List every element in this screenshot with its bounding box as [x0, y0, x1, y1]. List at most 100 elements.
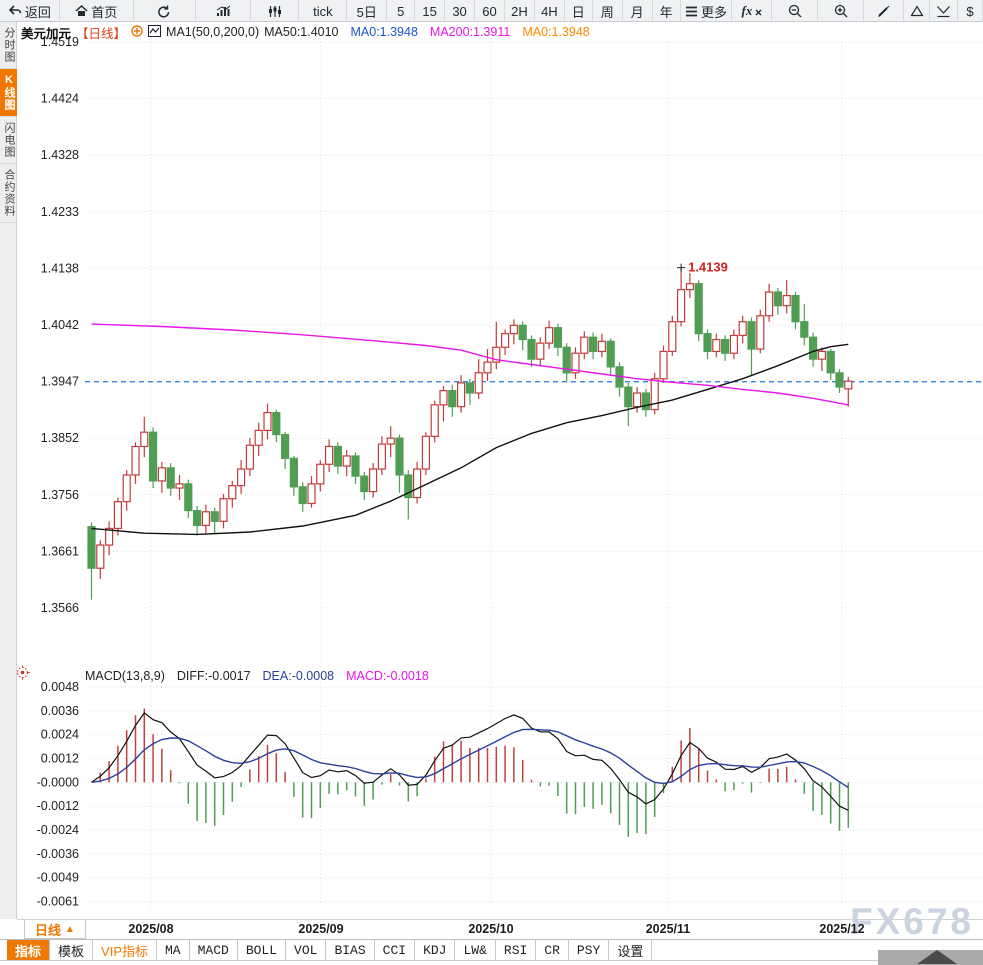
- toolbar-5d-label: 5日: [356, 4, 377, 20]
- zoom-out-icon: [788, 4, 802, 18]
- macd-tick-label: -0.0024: [37, 823, 79, 837]
- toolbar-day-label: 日: [571, 4, 585, 20]
- toolbar-formula-button[interactable]: fx: [732, 0, 773, 22]
- indicator-tab-CR[interactable]: CR: [536, 940, 569, 960]
- toolbar-h4-button[interactable]: 4H: [535, 0, 565, 22]
- toolbar-shape-down-button[interactable]: [930, 0, 959, 22]
- toolbar-month-button[interactable]: 月: [623, 0, 653, 22]
- indicator-tab-指标[interactable]: 指标: [7, 940, 51, 960]
- x-axis-label: 2025/12: [819, 922, 865, 936]
- toolbar-more-label: 更多: [701, 4, 728, 20]
- toolbar-more-button[interactable]: 更多: [681, 0, 733, 22]
- chart-type-sidebar: 分时图 K线图 闪电图 合约资料: [0, 22, 17, 919]
- toolbar-m5-label: 5: [397, 3, 405, 19]
- ma-settings: MA1(50,0,200,0): [166, 25, 260, 39]
- toolbar-candle-chart-button[interactable]: [251, 0, 300, 22]
- toolbar-h2-label: 2H: [511, 3, 528, 19]
- toolbar-m60-button[interactable]: 60: [475, 0, 505, 22]
- toolbar-draw-button[interactable]: [864, 0, 905, 22]
- indicator-tab-MA[interactable]: MA: [157, 940, 190, 960]
- macd-tick-label: 0.0048: [41, 680, 79, 694]
- sidebar-tab-K线图[interactable]: K线图: [0, 69, 17, 117]
- indicator-tab-BIAS[interactable]: BIAS: [326, 940, 375, 960]
- toolbar-indicator-chart-button[interactable]: [196, 0, 252, 22]
- toolbar-tick-button[interactable]: tick: [299, 0, 348, 22]
- home-icon: [75, 5, 88, 17]
- toolbar-day-button[interactable]: 日: [565, 0, 593, 22]
- indicator-tab-RSI[interactable]: RSI: [496, 940, 537, 960]
- ma-value-3: MA0:1.3948: [522, 25, 590, 39]
- sidebar-tab-合约资料[interactable]: 合约资料: [0, 164, 17, 223]
- bottom-popup-edge: [878, 950, 983, 965]
- ma-value-2: MA200:1.3911: [429, 25, 511, 39]
- indicator-tab-MACD[interactable]: MACD: [190, 940, 238, 960]
- chart-canvas[interactable]: 1.4519 1.4424 1.4328 1.4233 1.4138 1.4042 1.39…: [17, 22, 983, 965]
- toolbar-formula-label: fx: [741, 3, 753, 18]
- toolbar-refresh-button[interactable]: [134, 0, 196, 22]
- toolbar-zoom-in-button[interactable]: [818, 0, 865, 22]
- indicator-chart-icon: [216, 5, 231, 17]
- x-axis-label: 2025/10: [468, 922, 514, 936]
- macd-header: MACD(13,8,9) DIFF:-0.0017 DEA:-0.0008 MACD…: [85, 668, 429, 683]
- watermark: FX678: [850, 901, 975, 942]
- toolbar-tick-label: tick: [313, 3, 333, 19]
- x-axis-label: 2025/08: [128, 922, 174, 936]
- price-tick-label: 1.4424: [41, 92, 79, 106]
- toolbar-shape-up-button[interactable]: [904, 0, 931, 22]
- add-indicator-icon[interactable]: [131, 24, 143, 40]
- macd-tick-label: 0.0012: [41, 751, 79, 765]
- sidebar-tab-闪电图[interactable]: 闪电图: [0, 117, 17, 164]
- x-axis-row: 日线 ▲ 2025/08 2025/09 2025/10 2025/11 2025/12: [17, 919, 983, 939]
- toolbar-h2-button[interactable]: 2H: [505, 0, 535, 22]
- toolbar-back-button[interactable]: 返回: [0, 0, 60, 22]
- macd-title: MACD(13,8,9): [85, 668, 165, 683]
- ma-panel-icon[interactable]: [148, 24, 162, 40]
- toolbar-m15-button[interactable]: 15: [415, 0, 446, 22]
- toolbar-dollar-button[interactable]: $: [958, 0, 983, 22]
- indicator-tab-设置[interactable]: 设置: [609, 940, 653, 960]
- period-label: 【日线】: [76, 26, 127, 41]
- period-selector[interactable]: 日线 ▲: [24, 920, 86, 939]
- toolbar-year-button[interactable]: 年: [653, 0, 681, 22]
- draw-icon: [877, 5, 890, 18]
- price-tick-label: 1.4519: [41, 35, 79, 49]
- indicator-tab-VIP指标[interactable]: VIP指标: [93, 940, 157, 960]
- symbol-name: 美元加元: [21, 26, 72, 41]
- toolbar-month-label: 月: [630, 4, 644, 20]
- x-axis-label: 2025/11: [645, 922, 691, 936]
- price-tick-label: 1.3756: [41, 488, 79, 502]
- toolbar-m30-button[interactable]: 30: [445, 0, 476, 22]
- price-tick-label: 1.4042: [41, 318, 79, 332]
- indicator-tab-BOLL[interactable]: BOLL: [238, 940, 287, 960]
- toolbar-5d-button[interactable]: 5日: [347, 0, 388, 22]
- toolbar-m5-button[interactable]: 5: [387, 0, 416, 22]
- alert-sun-icon[interactable]: [15, 665, 30, 685]
- toolbar-year-label: 年: [659, 4, 673, 20]
- macd-tick-label: -0.0036: [37, 847, 79, 861]
- indicator-tab-VOL[interactable]: VOL: [286, 940, 327, 960]
- indicator-tab-CCI[interactable]: CCI: [375, 940, 416, 960]
- indicator-tab-模板[interactable]: 模板: [50, 940, 94, 960]
- toolbar-dollar-label: $: [966, 3, 974, 19]
- toolbar-week-label: 周: [600, 4, 614, 20]
- sidebar-tab-分时图[interactable]: 分时图: [0, 22, 17, 69]
- macd-tick-label: -0.0061: [37, 894, 79, 908]
- indicator-tab-PSY[interactable]: PSY: [569, 940, 610, 960]
- shape-up-icon: [910, 5, 924, 17]
- toolbar-week-button[interactable]: 周: [593, 0, 623, 22]
- toolbar-m15-label: 15: [422, 3, 437, 19]
- toolbar-m60-label: 60: [482, 3, 497, 19]
- indicator-tab-KDJ[interactable]: KDJ: [415, 940, 456, 960]
- indicator-tab-LW&[interactable]: LW&: [455, 940, 496, 960]
- toolbar-home-button[interactable]: 首页: [60, 0, 134, 22]
- ma-value-1: MA0:1.3948: [350, 25, 418, 39]
- toolbar-m30-label: 30: [452, 3, 467, 19]
- shape-down-icon: [936, 5, 951, 18]
- high-price-annotation: 1.4139: [688, 260, 728, 275]
- toolbar-back-label: 返回: [24, 4, 51, 20]
- toolbar-zoom-out-button[interactable]: [772, 0, 819, 22]
- toolbar-h4-label: 4H: [541, 3, 558, 19]
- macd-tick-label: -0.0049: [37, 871, 79, 885]
- macd-value-0: DIFF:-0.0017: [176, 668, 251, 683]
